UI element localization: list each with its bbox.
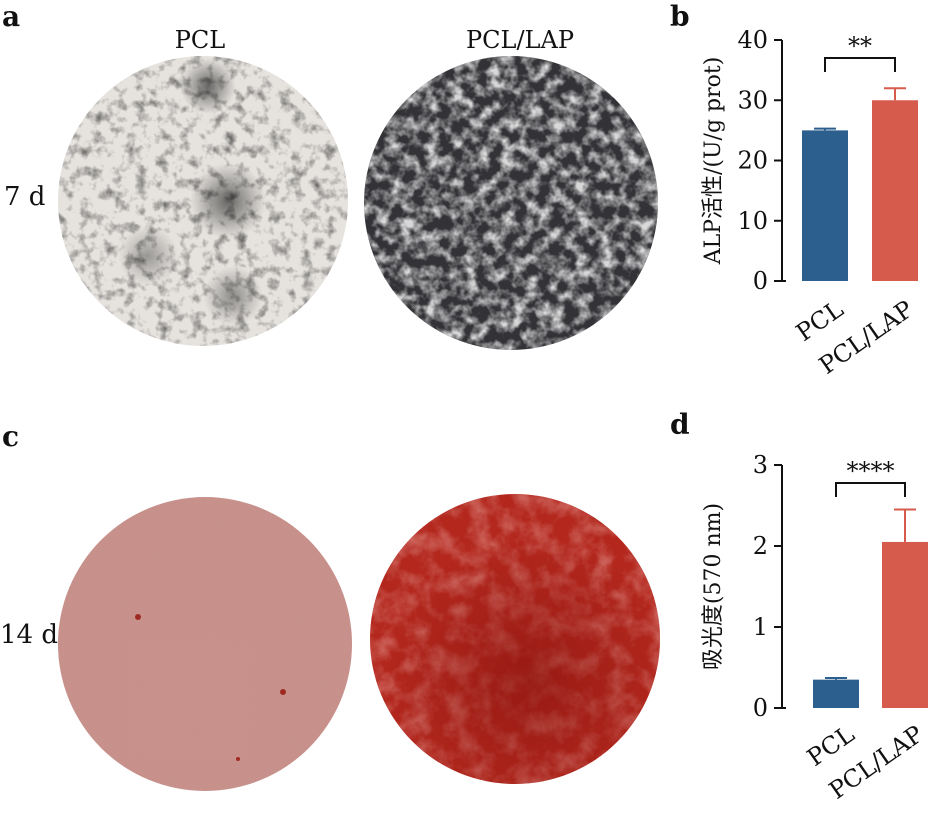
chart-b-y-tick-label: 30 bbox=[737, 86, 768, 114]
row-label-7d: 7 d bbox=[4, 182, 46, 212]
chart-b-significance-label: ** bbox=[848, 32, 872, 60]
chart-b-y-axis-label: ALP活性/(U/g prot) bbox=[701, 57, 726, 266]
panel-letter-d: d bbox=[670, 408, 690, 441]
chart-absorbance: 0 1 2 3 吸光度(570 nm) PCL PCL/LAP **** bbox=[680, 430, 945, 809]
column-label-pcl: PCL bbox=[174, 26, 226, 54]
alp-stain-image-pcl-lap bbox=[364, 56, 658, 350]
chart-d-y-tick-label: 0 bbox=[753, 694, 768, 722]
chart-b-bar-pcl bbox=[802, 130, 848, 281]
chart-b-y-tick-label: 40 bbox=[737, 26, 768, 54]
chart-b-bar-pcl-lap bbox=[872, 100, 918, 281]
chart-b-y-tick-label: 10 bbox=[737, 207, 768, 235]
chart-d-y-axis-label: 吸光度(570 nm) bbox=[701, 503, 726, 670]
chart-alp-activity: 0 10 20 30 40 ALP活性/(U/g prot) PCL PCL/LAP ** bbox=[680, 20, 945, 400]
chart-d-bar-pcl-lap bbox=[882, 541, 928, 708]
alp-stain-image-pcl bbox=[58, 56, 348, 346]
panel-letter-b: b bbox=[670, 0, 690, 33]
chart-b-y-tick-label: 0 bbox=[753, 267, 768, 295]
chart-b-significance-bracket bbox=[824, 57, 896, 72]
chart-d-significance-bracket bbox=[835, 482, 906, 497]
chart-b-y-tick-label: 20 bbox=[737, 147, 768, 175]
row-label-14d: 14 d bbox=[0, 620, 58, 650]
chart-d-bar-pcl bbox=[813, 679, 859, 708]
ars-stain-image-pcl bbox=[58, 497, 352, 791]
chart-d-significance-label: **** bbox=[847, 457, 895, 485]
column-label-pcl-lap: PCL/LAP bbox=[466, 26, 574, 54]
panel-letter-c: c bbox=[2, 420, 20, 453]
chart-d-y-tick-label: 3 bbox=[753, 451, 768, 479]
ars-stain-image-pcl-lap bbox=[370, 494, 660, 784]
chart-d-y-tick-label: 2 bbox=[753, 532, 768, 560]
chart-d-y-tick-label: 1 bbox=[753, 613, 768, 641]
panel-letter-a: a bbox=[2, 0, 21, 33]
